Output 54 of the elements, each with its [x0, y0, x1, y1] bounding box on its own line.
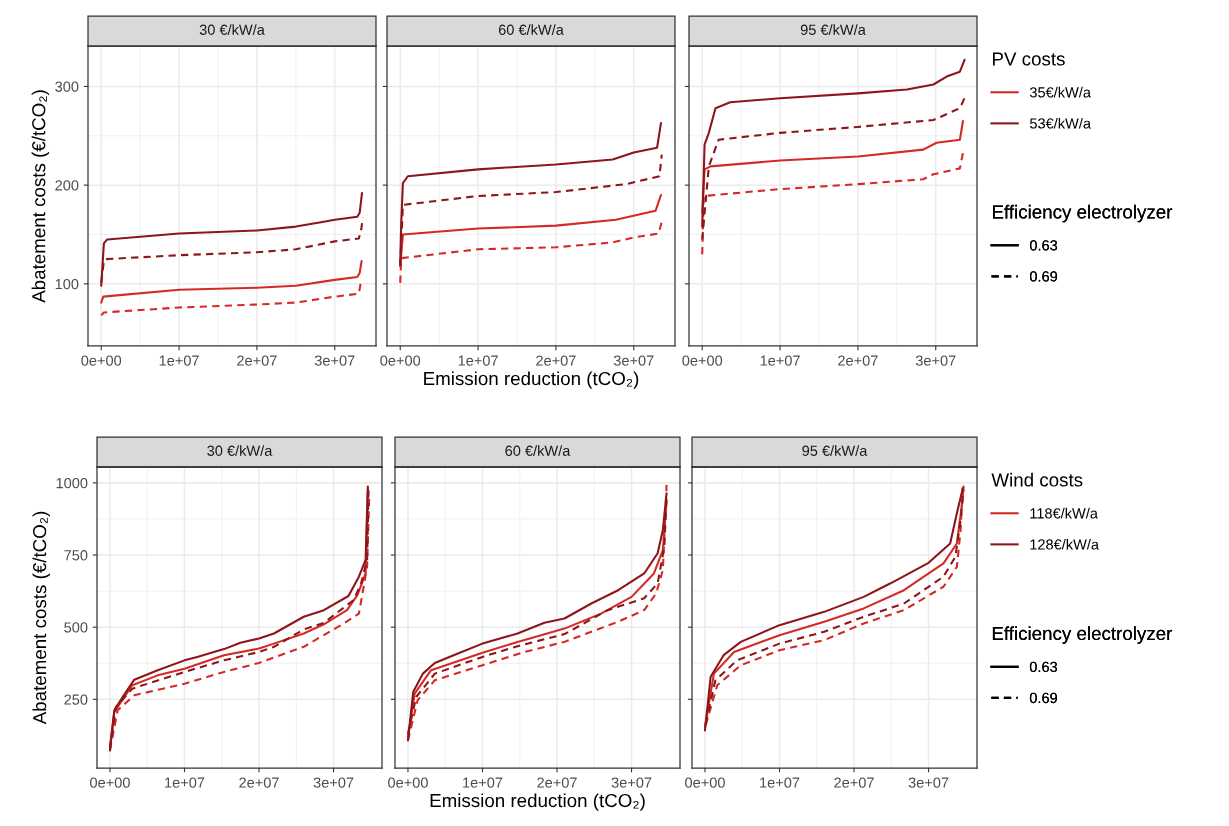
- legend-label: 53€/kW/a: [1029, 117, 1091, 129]
- y-tick-label: 250: [64, 694, 88, 705]
- text: 0.63: [1029, 240, 1058, 251]
- x-tick-label: 0e+00: [90, 777, 130, 788]
- chart-title: 95 €/kW/a: [802, 445, 868, 456]
- y-tick-label: 500: [64, 622, 88, 633]
- x-tick-label: 3e+07: [314, 355, 355, 366]
- x-tick-label: 3e+07: [613, 355, 654, 366]
- x-tick-label: 1e+07: [165, 777, 205, 788]
- text: Efficiency electrolyzer: [993, 204, 1173, 223]
- y-tick-label: 750: [64, 550, 88, 561]
- line-series: [100, 260, 363, 304]
- x-tick-label: 2e+07: [239, 777, 279, 788]
- x-tick-label: 2e+07: [237, 355, 277, 366]
- legend-label: 128€/kW/a: [1030, 538, 1100, 550]
- x-tick-label: 0e+00: [682, 355, 723, 366]
- y-tick-label: 100: [55, 278, 79, 290]
- chart-title: 60 €/kW/a: [498, 24, 564, 35]
- text: 0.69: [1029, 271, 1058, 282]
- legend-label: 35€/kW/a: [1029, 86, 1091, 98]
- x-tick-label: 1e+07: [159, 355, 199, 366]
- legend-title: Wind costs: [991, 472, 1083, 487]
- legend-title: PV costs: [993, 52, 1065, 66]
- x-axis-title: Emission reduction (tCO₂): [424, 371, 639, 389]
- y-tick-label: 1000: [56, 477, 88, 489]
- x-tick-label: 1e+07: [463, 777, 503, 788]
- x-axis-title: Emission reduction (tCO₂): [430, 793, 645, 811]
- x-tick-label: 0e+00: [81, 355, 122, 366]
- x-tick-label: 3e+07: [313, 777, 354, 788]
- x-tick-label: 0e+00: [388, 777, 428, 788]
- x-tick-label: 2e+07: [536, 355, 576, 366]
- y-tick-label: 300: [55, 81, 79, 92]
- y-axis-title: Abatement costs (€/tCO₂): [32, 511, 50, 725]
- y-tick-label: 200: [55, 180, 79, 191]
- legend-label: 118€/kW/a: [1030, 507, 1098, 519]
- text: 0.63: [1029, 661, 1058, 673]
- x-tick-label: 1e+07: [760, 777, 800, 788]
- x-tick-label: 2e+07: [838, 355, 878, 366]
- x-tick-label: 1e+07: [458, 355, 498, 366]
- x-tick-label: 0e+00: [380, 355, 421, 366]
- chart-title: 30 €/kW/a: [207, 445, 273, 456]
- x-tick-label: 3e+07: [908, 777, 949, 788]
- x-tick-label: 2e+07: [537, 777, 577, 788]
- x-tick-label: 1e+07: [760, 355, 800, 366]
- y-axis-title: Abatement costs (€/tCO₂): [31, 90, 50, 303]
- text: 0.69: [1029, 692, 1057, 704]
- chart-title: 95 €/kW/a: [800, 24, 866, 35]
- x-tick-label: 2e+07: [834, 777, 874, 788]
- x-tick-label: 3e+07: [611, 777, 652, 788]
- x-tick-label: 3e+07: [915, 355, 956, 366]
- text: Efficiency electrolyzer: [992, 626, 1173, 644]
- chart-title: 30 €/kW/a: [199, 24, 265, 35]
- x-tick-label: 0e+00: [685, 777, 725, 788]
- chart-title: 60 €/kW/a: [505, 445, 571, 456]
